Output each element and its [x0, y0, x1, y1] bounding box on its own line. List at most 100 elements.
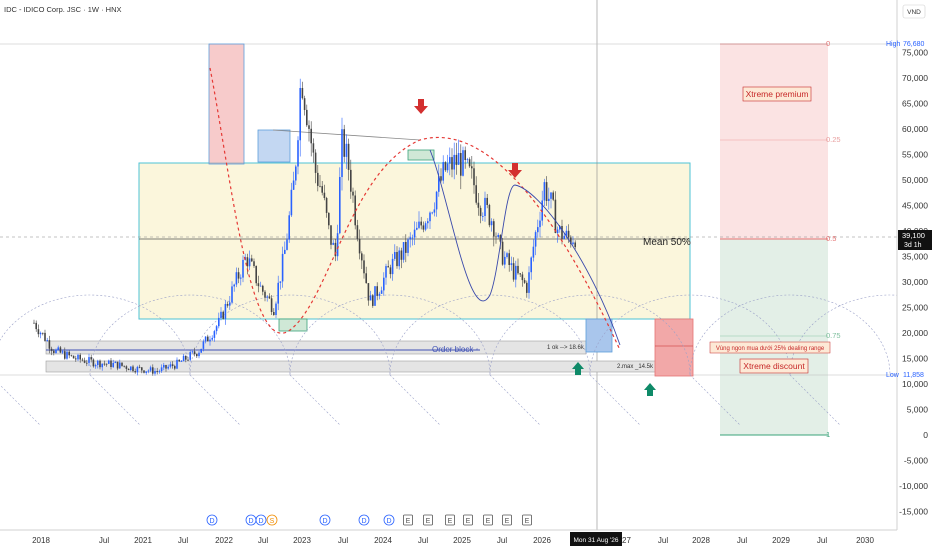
- candle-body: [486, 197, 488, 205]
- candle-body: [105, 363, 108, 365]
- candle-body: [561, 226, 563, 239]
- candle-body: [444, 162, 447, 171]
- candles[interactable]: [33, 78, 576, 376]
- candle-body: [209, 339, 211, 342]
- split-event-icon[interactable]: [266, 514, 278, 526]
- candle-body: [442, 162, 444, 181]
- cycle-arc-bottom: [289, 374, 341, 426]
- candle-body: [112, 363, 114, 368]
- candle-body: [493, 221, 495, 237]
- candle-body: [570, 237, 572, 244]
- event-label: E: [466, 518, 471, 525]
- candle-body: [515, 265, 517, 280]
- earnings-event-icon[interactable]: [403, 514, 413, 526]
- candle-body: [554, 199, 557, 233]
- candle-body: [310, 128, 312, 144]
- earnings-event-icon[interactable]: [463, 514, 473, 526]
- countdown: 3d 1h: [904, 242, 922, 249]
- candle-body: [224, 304, 227, 319]
- candle-body: [411, 237, 414, 239]
- candle-body: [77, 354, 79, 360]
- candle-body: [429, 212, 431, 222]
- candle-body: [356, 225, 359, 239]
- discount-label: Xtreme discount: [743, 361, 805, 371]
- candle-body: [466, 159, 469, 160]
- candle-body: [312, 143, 315, 153]
- discount-label-box: [739, 358, 809, 374]
- candle-body: [149, 367, 152, 371]
- cycle-arc-top: [0, 294, 191, 376]
- dividend-event-icon[interactable]: [358, 514, 370, 526]
- candle-body: [68, 351, 70, 356]
- order-block-zone[interactable]: [45, 340, 587, 355]
- candle-body: [187, 359, 189, 361]
- candle-body: [550, 192, 552, 199]
- red-arrow-down-2: [508, 163, 522, 178]
- candle-body: [438, 176, 440, 192]
- candle-body: [387, 266, 389, 268]
- premium-label-box: [742, 86, 812, 102]
- candle-body: [90, 357, 92, 360]
- candle-body: [497, 234, 499, 238]
- time-tick-label: Jul: [658, 536, 668, 545]
- cycle-arc-bottom: [689, 374, 741, 426]
- bottom-green-box: [278, 318, 308, 332]
- earnings-event-icon[interactable]: [483, 514, 493, 526]
- cycle-arcs: [0, 294, 932, 426]
- candle-body: [295, 166, 297, 181]
- dividend-event-icon[interactable]: [319, 514, 331, 526]
- candle-body: [185, 355, 187, 360]
- candle-body: [299, 88, 301, 141]
- candle-body: [275, 303, 277, 315]
- earnings-event-icon[interactable]: [445, 514, 455, 526]
- candle-body: [490, 221, 493, 226]
- candle-body: [46, 340, 48, 341]
- event-label: D: [322, 518, 327, 525]
- cycle-arc-top: [689, 294, 891, 376]
- candle-body: [290, 189, 293, 216]
- candle-body: [147, 370, 150, 372]
- fib-label-05: 0.5: [826, 234, 836, 243]
- candle-body: [477, 202, 480, 208]
- candle-body: [231, 286, 233, 303]
- earnings-event-icon[interactable]: [522, 514, 532, 526]
- candle-body: [332, 242, 334, 245]
- price-axis[interactable]: [897, 0, 932, 530]
- candle-body: [81, 359, 84, 361]
- candle-body: [358, 238, 361, 254]
- candle-body: [202, 341, 205, 349]
- dividend-event-icon[interactable]: [206, 514, 218, 526]
- price-tick-label: 60,000: [902, 124, 928, 134]
- candle-body: [462, 150, 464, 176]
- candle-body: [301, 88, 304, 99]
- candle-body: [145, 371, 147, 373]
- candle-body: [433, 209, 436, 213]
- price-tick-label: 75,000: [902, 48, 928, 58]
- time-tick-label: 2024: [374, 536, 392, 545]
- event-label: D: [209, 518, 214, 525]
- candle-body: [350, 169, 352, 192]
- cycle-arc-bottom: [0, 384, 41, 426]
- time-tick-label: 2027: [613, 536, 631, 545]
- candle-body: [413, 229, 416, 238]
- top-red-box: [208, 43, 245, 165]
- price-tick-label: -15,000: [899, 507, 928, 517]
- price-tick-label: 55,000: [902, 150, 928, 160]
- candle-body: [189, 352, 191, 360]
- time-tick-label: Jul: [178, 536, 188, 545]
- candle-body: [75, 358, 77, 360]
- time-axis[interactable]: [0, 530, 932, 550]
- event-label: D: [361, 518, 366, 525]
- dividend-event-icon[interactable]: [383, 514, 395, 526]
- candle-body: [268, 296, 271, 299]
- earnings-event-icon[interactable]: [423, 514, 433, 526]
- candle-body: [303, 98, 306, 110]
- candle-body: [317, 172, 319, 186]
- candle-body: [176, 359, 178, 369]
- candle-body: [156, 371, 158, 372]
- earnings-event-icon[interactable]: [502, 514, 512, 526]
- dividend-event-icon[interactable]: [255, 514, 267, 526]
- candle-body: [37, 329, 40, 335]
